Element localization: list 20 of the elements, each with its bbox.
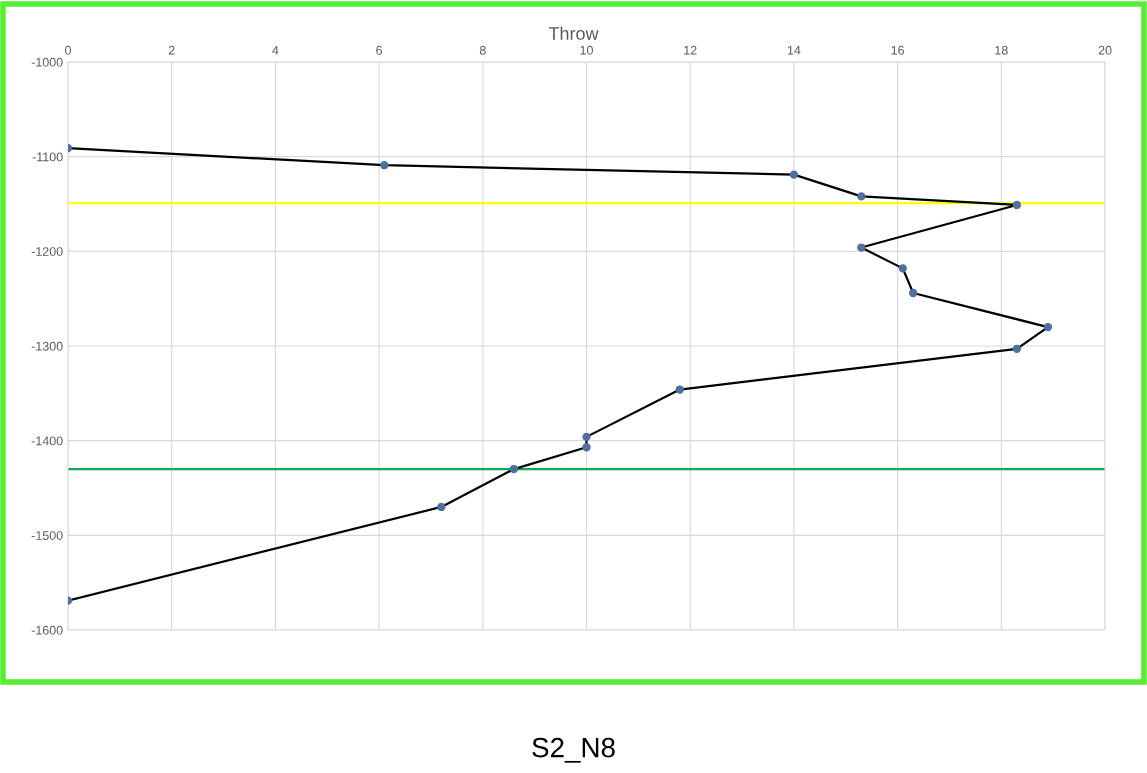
x-tick-label: 18 bbox=[995, 45, 1008, 55]
x-tick-label: 4 bbox=[272, 45, 279, 55]
text: S2_N8 bbox=[532, 737, 615, 763]
y-tick-label: -1200 bbox=[31, 247, 63, 256]
x-tick-label: 6 bbox=[376, 45, 383, 55]
y-tick-label: -1000 bbox=[31, 57, 63, 67]
y-tick-label: -1500 bbox=[31, 531, 63, 540]
x-tick-label: 10 bbox=[580, 45, 593, 55]
x-tick-label: 16 bbox=[891, 45, 904, 55]
x-tick-label: 20 bbox=[1098, 45, 1112, 55]
chart-title: Throw bbox=[548, 26, 599, 40]
y-tick-label: -1100 bbox=[32, 152, 63, 162]
x-tick-label: 12 bbox=[684, 45, 697, 55]
x-tick-label: 14 bbox=[787, 45, 801, 55]
y-tick-label: -1400 bbox=[31, 436, 63, 446]
x-tick-label: 2 bbox=[168, 45, 175, 55]
y-tick-label: -1600 bbox=[31, 625, 63, 635]
y-tick-label: -1300 bbox=[31, 341, 63, 351]
x-tick-label: 0 bbox=[65, 45, 71, 55]
x-tick-label: 8 bbox=[479, 45, 486, 55]
